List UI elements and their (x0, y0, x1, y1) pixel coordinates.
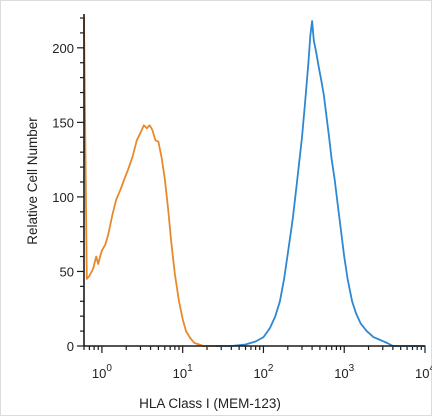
y-axis-title: Relative Cell Number (25, 117, 40, 245)
y-tick-label: 100 (52, 190, 74, 205)
y-tick-label: 0 (67, 339, 74, 354)
series-line-orange (83, 17, 218, 347)
x-axis-title: HLA Class I (MEM-123) (139, 396, 281, 411)
y-tick-label: 200 (52, 41, 74, 56)
x-tick-label: 103 (334, 363, 354, 381)
x-tick-label: 100 (92, 363, 112, 381)
y-tick-label: 50 (60, 264, 74, 279)
x-tick-label: 104 (415, 363, 432, 381)
series-layer (83, 17, 426, 347)
y-axis-ticks: 0 50 100 150 200 (52, 17, 84, 354)
y-tick-label: 150 (52, 115, 74, 130)
x-tick-label: 101 (173, 363, 193, 381)
series-line-blue (215, 20, 426, 347)
x-axis-ticks: 100 101 102 103 104 (83, 346, 432, 381)
x-tick-label: 102 (253, 363, 273, 381)
